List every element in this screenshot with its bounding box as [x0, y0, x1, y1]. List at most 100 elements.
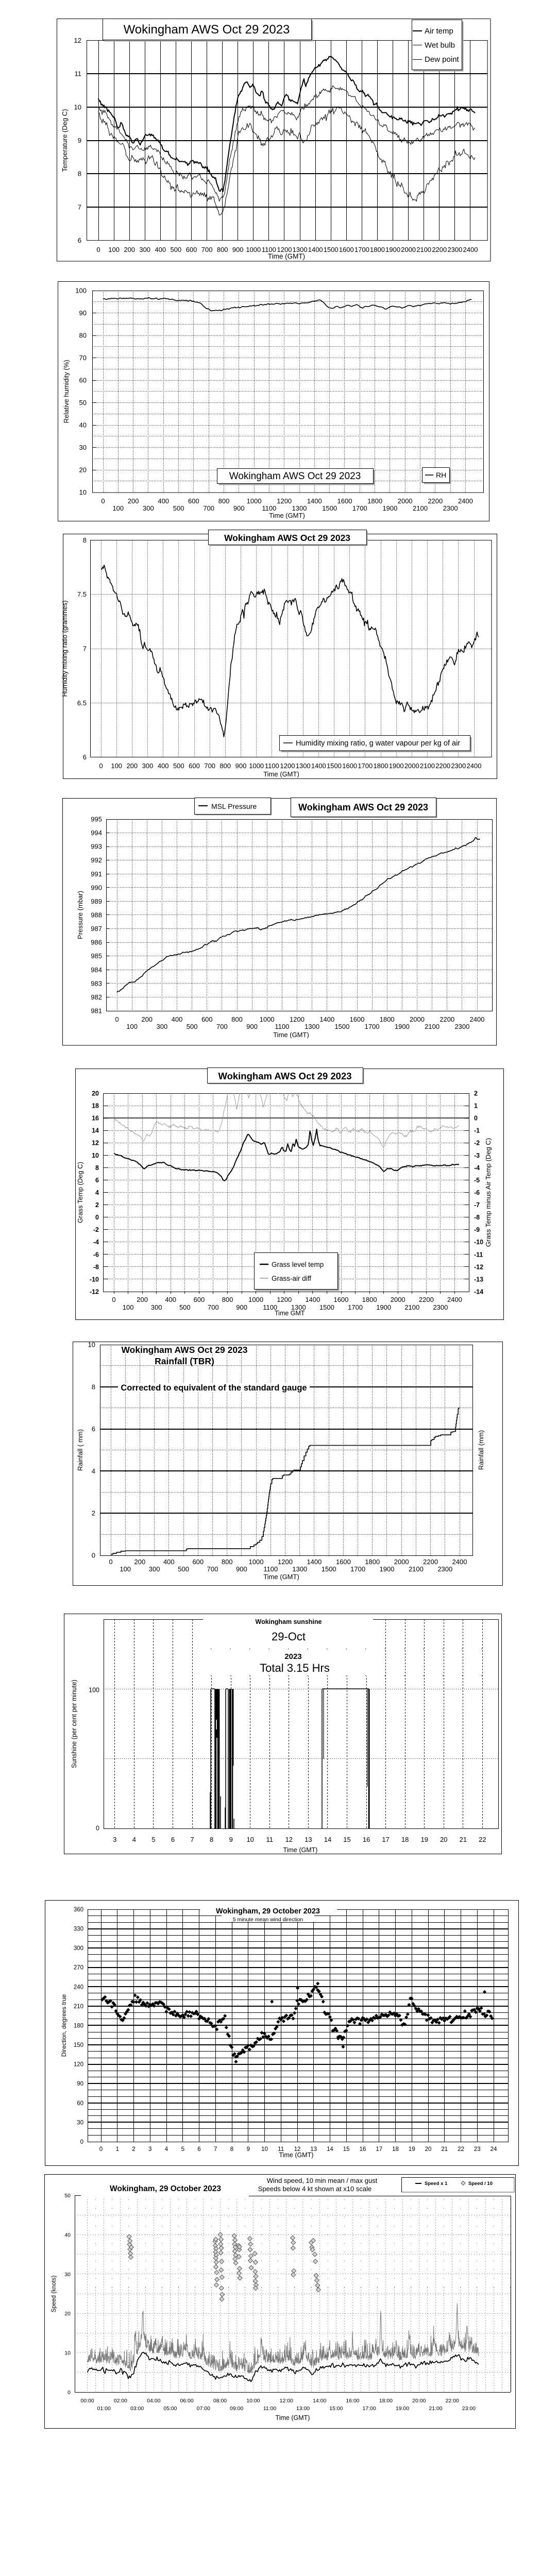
svg-text:100: 100	[89, 1687, 99, 1694]
svg-text:600: 600	[201, 1015, 213, 1023]
svg-text:16: 16	[92, 1115, 99, 1122]
svg-text:1400: 1400	[307, 1558, 322, 1566]
svg-text:1500: 1500	[322, 1565, 336, 1573]
svg-text:20:00: 20:00	[412, 2398, 426, 2404]
svg-text:210: 210	[74, 2004, 83, 2010]
svg-text:360: 360	[74, 1907, 83, 1913]
svg-text:Wet bulb: Wet bulb	[425, 41, 455, 50]
svg-text:500: 500	[173, 762, 184, 770]
svg-text:1500: 1500	[334, 1023, 349, 1030]
svg-text:08:00: 08:00	[213, 2398, 227, 2404]
svg-text:Temperature (Deg C): Temperature (Deg C)	[61, 109, 69, 172]
svg-text:2100: 2100	[409, 1565, 424, 1573]
svg-text:400: 400	[155, 246, 166, 253]
svg-text:-6: -6	[474, 1189, 480, 1196]
svg-text:12: 12	[92, 1140, 99, 1147]
svg-text:-9: -9	[474, 1226, 480, 1233]
svg-text:23: 23	[474, 2146, 481, 2153]
svg-text:Wind speed, 10 min mean / max: Wind speed, 10 min mean / max gust	[267, 2177, 378, 2184]
svg-text:3: 3	[113, 1836, 116, 1843]
svg-text:1100: 1100	[262, 246, 276, 253]
svg-text:5 minute mean wind direction: 5 minute mean wind direction	[233, 1917, 303, 1923]
svg-text:24: 24	[491, 2146, 497, 2153]
svg-text:300: 300	[149, 1565, 160, 1573]
svg-text:300: 300	[139, 246, 150, 253]
svg-text:-10: -10	[474, 1239, 483, 1246]
svg-text:60: 60	[77, 2100, 83, 2107]
svg-text:06:00: 06:00	[180, 2398, 193, 2404]
svg-text:0: 0	[99, 2146, 103, 2153]
svg-text:Time (GMT): Time (GMT)	[269, 512, 305, 519]
svg-text:700: 700	[207, 1565, 218, 1573]
svg-text:-11: -11	[474, 1251, 483, 1258]
svg-text:30: 30	[77, 2120, 83, 2126]
svg-text:2: 2	[92, 1510, 95, 1517]
svg-text:100: 100	[75, 287, 87, 295]
svg-text:10: 10	[246, 1836, 253, 1843]
svg-text:300: 300	[143, 504, 154, 512]
svg-text:2100: 2100	[416, 246, 431, 253]
svg-text:Time (GMT): Time (GMT)	[273, 1031, 309, 1039]
svg-text:0: 0	[99, 762, 103, 770]
svg-text:40: 40	[64, 2232, 71, 2238]
svg-text:16:00: 16:00	[346, 2398, 359, 2404]
svg-text:3: 3	[148, 2146, 151, 2153]
svg-text:Speed x 1: Speed x 1	[425, 2181, 448, 2187]
svg-text:200: 200	[128, 497, 139, 505]
svg-text:995: 995	[91, 816, 102, 823]
svg-text:100: 100	[126, 1023, 138, 1030]
svg-text:22: 22	[479, 1836, 486, 1843]
svg-text:Grass Temp (Deg C): Grass Temp (Deg C)	[76, 1162, 84, 1223]
svg-text:2: 2	[132, 2146, 135, 2153]
svg-text:2400: 2400	[467, 762, 482, 770]
svg-text:Wokingham AWS Oct 29 2023: Wokingham AWS Oct 29 2023	[298, 802, 428, 812]
svg-text:30: 30	[79, 444, 87, 451]
svg-text:03:00: 03:00	[130, 2405, 144, 2412]
svg-text:14:00: 14:00	[313, 2398, 326, 2404]
svg-text:2000: 2000	[404, 762, 419, 770]
svg-text:21: 21	[460, 1836, 467, 1843]
svg-text:8: 8	[230, 2146, 233, 2153]
svg-text:1800: 1800	[362, 1296, 377, 1303]
svg-text:6: 6	[83, 753, 87, 761]
svg-text:200: 200	[137, 1296, 148, 1303]
svg-text:13: 13	[305, 1836, 312, 1843]
svg-text:19: 19	[409, 2146, 415, 2153]
svg-text:Rainfall (TBR): Rainfall (TBR)	[155, 1356, 214, 1366]
svg-text:8: 8	[95, 1164, 99, 1172]
svg-text:Speed / 10: Speed / 10	[468, 2181, 493, 2187]
svg-text:4: 4	[92, 1467, 95, 1475]
svg-text:100: 100	[120, 1565, 131, 1573]
svg-text:20: 20	[79, 466, 87, 474]
svg-text:800: 800	[222, 1558, 233, 1566]
svg-text:100: 100	[123, 1303, 134, 1311]
svg-text:90: 90	[79, 309, 87, 317]
svg-text:2300: 2300	[451, 762, 466, 770]
svg-text:6: 6	[92, 1425, 95, 1433]
svg-text:0: 0	[101, 497, 105, 505]
svg-text:1: 1	[474, 1103, 478, 1110]
svg-text:2000: 2000	[394, 1558, 409, 1566]
svg-text:14: 14	[92, 1127, 99, 1134]
svg-text:-2: -2	[474, 1140, 480, 1147]
svg-text:0: 0	[115, 1015, 119, 1023]
svg-text:2400: 2400	[458, 497, 473, 505]
svg-text:Relative humidity (%): Relative humidity (%)	[62, 360, 70, 423]
svg-text:986: 986	[91, 939, 102, 946]
svg-text:987: 987	[91, 925, 102, 933]
svg-text:7: 7	[78, 203, 81, 211]
svg-text:8: 8	[92, 1383, 95, 1391]
svg-text:993: 993	[91, 843, 102, 851]
svg-text:800: 800	[231, 1015, 243, 1023]
svg-text:1600: 1600	[339, 246, 354, 253]
svg-text:5: 5	[181, 2146, 184, 2153]
svg-text:1900: 1900	[395, 1023, 410, 1030]
svg-text:Time (GMT): Time (GMT)	[279, 2151, 314, 2159]
svg-text:300: 300	[157, 1023, 168, 1030]
svg-text:6: 6	[78, 236, 81, 244]
svg-text:400: 400	[172, 1015, 183, 1023]
svg-text:19:00: 19:00	[396, 2405, 409, 2412]
svg-text:1600: 1600	[334, 1296, 349, 1303]
svg-text:17: 17	[376, 2146, 382, 2153]
svg-text:1900: 1900	[376, 1303, 391, 1311]
